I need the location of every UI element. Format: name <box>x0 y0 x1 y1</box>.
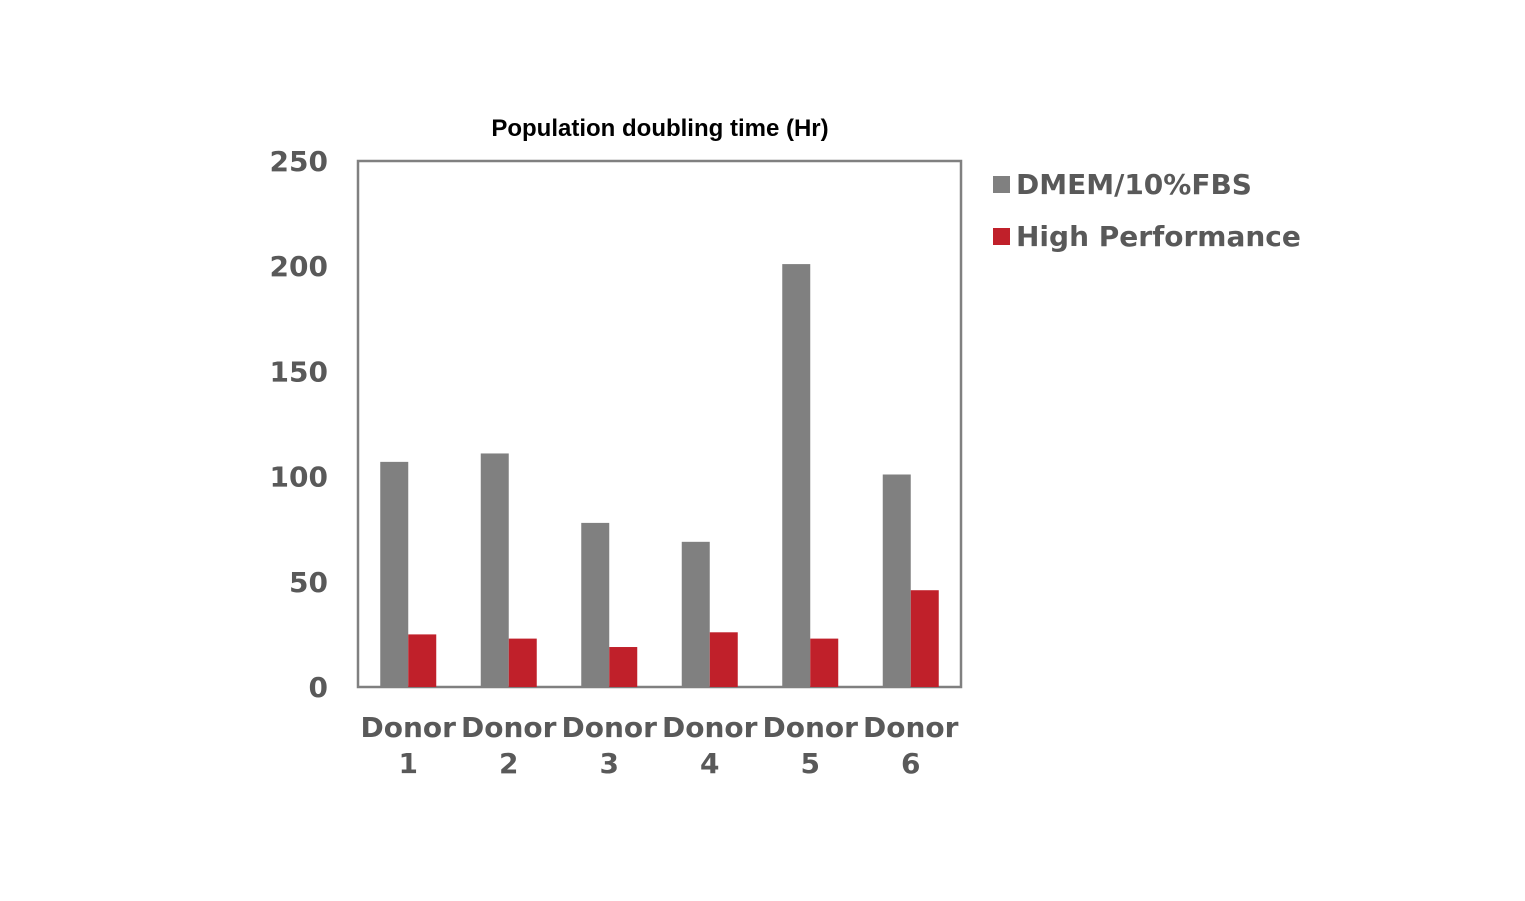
bar-high-performance-1 <box>408 634 437 687</box>
legend-swatch <box>993 228 1010 245</box>
y-tick-label: 100 <box>270 461 328 494</box>
x-category-label: 6 <box>901 747 920 780</box>
x-category-label: Donor <box>461 711 557 744</box>
bar-high-performance-5 <box>810 638 839 687</box>
x-category-label: Donor <box>662 711 758 744</box>
x-category-label: Donor <box>763 711 859 744</box>
plot-area-frame <box>356 159 963 689</box>
x-category-label: Donor <box>863 711 959 744</box>
x-category-label: 4 <box>700 747 719 780</box>
x-category-label: Donor <box>562 711 658 744</box>
x-category-label: 3 <box>600 747 619 780</box>
y-tick-label: 0 <box>309 671 328 704</box>
bar-dmem-2 <box>480 453 509 687</box>
bar-high-performance-6 <box>910 590 939 687</box>
y-tick-label: 50 <box>289 566 328 599</box>
legend-label: DMEM/10%FBS <box>1016 168 1252 201</box>
x-category-label: Donor <box>361 711 457 744</box>
bar-dmem-5 <box>782 264 811 687</box>
bar-high-performance-3 <box>609 647 638 687</box>
y-tick-label: 200 <box>270 250 328 283</box>
y-axis-ticks: 0 50 100 150 200 250 <box>270 145 328 704</box>
y-tick-label: 150 <box>270 355 328 388</box>
x-category-label: 1 <box>399 747 418 780</box>
legend-swatch <box>993 176 1010 193</box>
bars-layer <box>380 264 939 687</box>
chart-title: Population doubling time (Hr) <box>491 115 828 142</box>
bar-dmem-6 <box>882 474 911 687</box>
x-category-label: 5 <box>801 747 820 780</box>
bar-dmem-3 <box>581 522 610 687</box>
bar-high-performance-2 <box>508 638 537 687</box>
x-category-label: 2 <box>499 747 518 780</box>
y-tick-label: 250 <box>270 145 328 178</box>
legend-label: High Performance <box>1016 220 1301 253</box>
bar-dmem-4 <box>681 541 710 687</box>
bar-dmem-1 <box>380 461 409 687</box>
bar-high-performance-4 <box>709 632 738 687</box>
legend: DMEM/10%FBS High Performance <box>993 168 1301 253</box>
